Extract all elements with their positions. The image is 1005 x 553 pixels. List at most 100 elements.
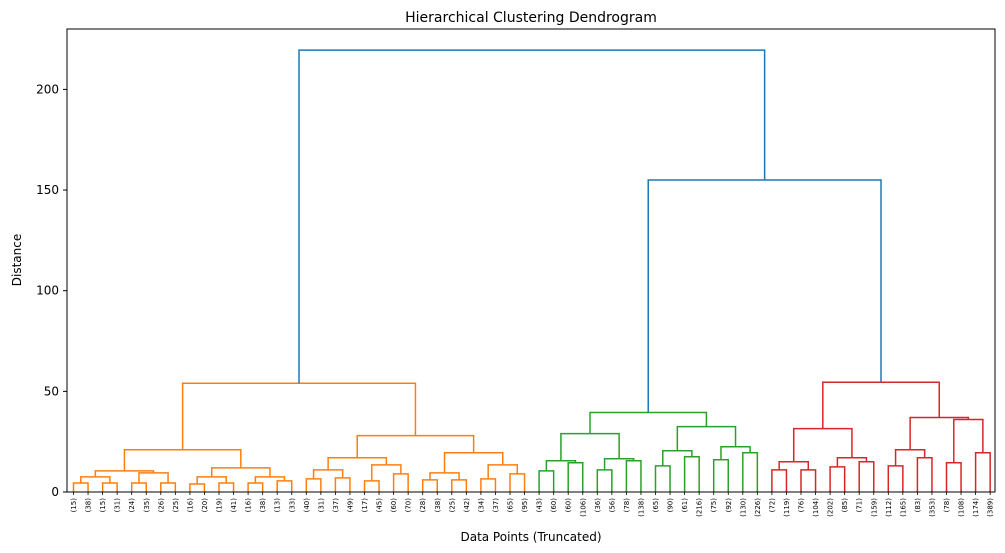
leaf-label: (165) — [899, 498, 907, 517]
leaf-label: (60) — [565, 498, 573, 513]
dendrogram-link-orange — [312, 469, 344, 479]
dendrogram-link-orange — [181, 382, 417, 450]
dendrogram-link-green — [603, 458, 635, 470]
dendrogram-link-green — [683, 456, 700, 492]
leaf-label: (17) — [361, 498, 369, 513]
leaf-label: (138) — [637, 498, 645, 517]
leaf-label: (49) — [346, 498, 354, 513]
y-tick-label: 100 — [36, 284, 59, 298]
dendrogram-link-orange — [392, 473, 409, 492]
leaf-label: (72) — [768, 498, 776, 513]
leaf-label: (31) — [114, 498, 122, 513]
dendrogram-links — [72, 49, 991, 492]
leaf-label: (174) — [972, 498, 980, 517]
leaf-label: (60) — [390, 498, 398, 513]
leaf-label: (15) — [70, 498, 78, 513]
y-tick-label: 50 — [44, 384, 59, 398]
leaf-label: (26) — [157, 498, 165, 513]
leaf-label: (15) — [99, 498, 107, 513]
chart-title: Hierarchical Clustering Dendrogram — [405, 10, 657, 26]
dendrogram-link-red — [974, 451, 991, 492]
leaf-label: (112) — [885, 498, 893, 517]
leaf-label: (38) — [259, 498, 267, 513]
leaf-label: (25) — [448, 498, 456, 513]
leaf-label: (65) — [652, 498, 660, 513]
dendrogram-link-green — [545, 460, 577, 471]
dendrogram-link-orange — [451, 479, 468, 492]
leaf-label: (37) — [492, 498, 500, 513]
leaf-label: (35) — [143, 498, 151, 513]
dendrogram-link-orange — [509, 473, 526, 492]
y-tick-label: 200 — [36, 82, 59, 96]
dendrogram-link-orange — [487, 464, 519, 479]
leaf-label: (16) — [245, 498, 253, 513]
leaf-label: (202) — [827, 498, 835, 517]
leaf-label: (83) — [914, 498, 922, 513]
leaf-label: (43) — [536, 498, 544, 513]
leaf-label: (41) — [230, 498, 238, 513]
leaf-label: (38) — [434, 498, 442, 513]
leaf-label: (36) — [594, 498, 602, 513]
leaf-label: (19) — [216, 498, 224, 513]
dendrogram-link-green — [625, 460, 642, 492]
dendrogram-link-green — [662, 449, 693, 466]
leaf-label: (38) — [85, 498, 93, 513]
dendrogram-link-orange — [334, 477, 351, 492]
dendrogram-link-green — [596, 469, 613, 492]
dendrogram-link-red — [829, 466, 846, 492]
leaf-label: (216) — [696, 498, 704, 517]
leaf-label: (13) — [274, 498, 282, 513]
y-axis-label: Distance — [10, 234, 24, 286]
leaf-label: (95) — [521, 498, 529, 513]
leaf-label: (28) — [419, 498, 427, 513]
leaf-label: (90) — [667, 498, 675, 513]
leaf-label: (119) — [783, 498, 791, 517]
leaf-label: (65) — [507, 498, 515, 513]
dendrogram-link-green — [720, 445, 751, 460]
leaf-label: (61) — [681, 498, 689, 513]
y-axis-ticks: 0 50 100 150 200 — [36, 82, 67, 499]
dendrogram-link-red — [945, 462, 962, 492]
leaf-label: (75) — [710, 498, 718, 513]
leaf-label: (108) — [958, 498, 966, 517]
leaf-label: (159) — [870, 498, 878, 517]
dendrogram-link-green — [589, 411, 708, 434]
leaf-label: (353) — [928, 498, 936, 517]
y-tick-label: 150 — [36, 183, 59, 197]
leaf-label: (78) — [623, 498, 631, 513]
leaf-label: (130) — [739, 498, 747, 517]
dendrogram-link-orange — [189, 483, 206, 492]
leaf-label: (106) — [579, 498, 587, 517]
leaf-label: (45) — [376, 498, 384, 513]
leaf-label: (104) — [812, 498, 820, 517]
y-tick-label: 0 — [51, 485, 59, 499]
leaf-label: (85) — [841, 498, 849, 513]
dendrogram-link-orange — [443, 451, 504, 473]
dendrogram-link-orange — [371, 464, 402, 481]
leaf-label: (16) — [186, 498, 194, 513]
leaf-label: (25) — [172, 498, 180, 513]
leaf-label: (78) — [943, 498, 951, 513]
dendrogram-link-green — [560, 432, 620, 461]
dendrogram-link-green — [567, 462, 584, 492]
leaf-label: (70) — [405, 498, 413, 513]
dendrogram-link-orange — [421, 479, 438, 492]
leaf-label: (389) — [987, 498, 995, 517]
plot-area-frame — [66, 28, 996, 493]
leaf-label: (20) — [201, 498, 209, 513]
leaf-label: (71) — [856, 498, 864, 513]
dendrogram-link-green — [742, 451, 759, 492]
leaf-label: (42) — [463, 498, 471, 513]
x-axis-label: Data Points (Truncated) — [460, 530, 601, 544]
dendrogram-link-orange — [356, 434, 475, 458]
leaf-label: (76) — [798, 498, 806, 513]
leaf-label: (24) — [128, 498, 136, 513]
dendrogram-link-red — [800, 469, 817, 492]
leaf-label: (33) — [288, 498, 296, 513]
leaf-label: (56) — [608, 498, 616, 513]
leaf-label: (60) — [550, 498, 558, 513]
leaf-label: (92) — [725, 498, 733, 513]
leaf-label: (40) — [303, 498, 311, 513]
